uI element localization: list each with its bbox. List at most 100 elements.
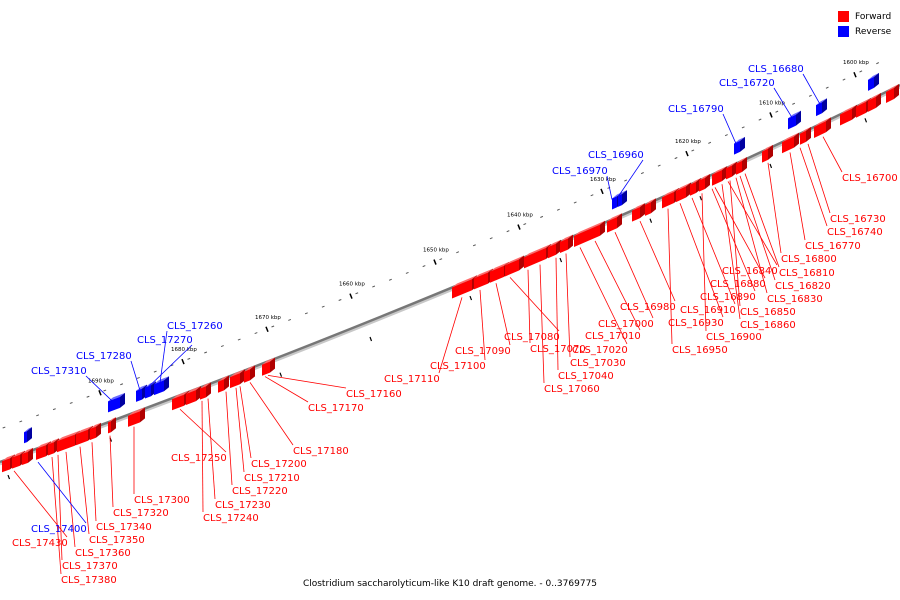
forward-gene-label[interactable]: CLS_17020 — [572, 247, 628, 356]
forward-gene[interactable] — [262, 357, 275, 376]
reverse-gene-label[interactable]: CLS_16960 — [588, 150, 644, 198]
forward-gene-label[interactable]: CLS_17380 — [51, 457, 117, 586]
forward-gene-label[interactable]: CLS_17110 — [384, 297, 463, 385]
reverse-gene[interactable] — [24, 427, 32, 444]
forward-gene-label[interactable]: CLS_17300 — [133, 426, 190, 506]
forward-gene-label[interactable]: CLS_17060 — [539, 264, 600, 395]
forward-gene-label[interactable]: CLS_17160 — [267, 374, 402, 400]
reverse-gene[interactable] — [618, 190, 627, 207]
forward-gene[interactable] — [726, 161, 737, 180]
forward-gene-label[interactable]: CLS_16950 — [667, 208, 728, 356]
forward-gene[interactable] — [200, 382, 211, 400]
forward-gene[interactable] — [452, 275, 477, 299]
forward-gene[interactable] — [244, 365, 255, 383]
forward-gene[interactable] — [2, 454, 15, 473]
forward-gene[interactable] — [886, 83, 899, 103]
reverse-gene-label[interactable]: CLS_16720 — [719, 78, 793, 118]
forward-gene[interactable] — [22, 447, 33, 466]
forward-gene[interactable] — [840, 104, 857, 126]
forward-gene-label[interactable]: CLS_16930 — [668, 203, 724, 329]
forward-gene-label[interactable]: CLS_17240 — [201, 400, 259, 524]
forward-gene-label[interactable]: CLS_17010 — [585, 240, 641, 342]
forward-gene-label[interactable]: CLS_17230 — [207, 398, 271, 511]
forward-gene[interactable] — [645, 198, 656, 216]
forward-gene-label[interactable]: CLS_16880 — [710, 187, 766, 290]
forward-gene-label[interactable]: CLS_17360 — [65, 451, 131, 559]
forward-gene[interactable] — [108, 417, 116, 434]
forward-gene-label[interactable]: CLS_17220 — [225, 391, 288, 497]
forward-gene[interactable] — [186, 386, 201, 405]
forward-gene[interactable] — [814, 117, 831, 139]
forward-gene-label[interactable]: CLS_16890 — [700, 188, 756, 303]
reverse-gene-label[interactable]: CLS_17400 — [31, 461, 87, 535]
forward-gene-label[interactable]: CLS_17340 — [91, 442, 152, 533]
forward-gene[interactable] — [560, 234, 573, 254]
forward-gene-label[interactable]: CLS_16730 — [807, 143, 886, 225]
reverse-gene-label[interactable]: CLS_16790 — [668, 104, 737, 144]
forward-gene-label[interactable]: CLS_17040 — [555, 257, 614, 382]
forward-gene[interactable] — [699, 173, 710, 192]
reverse-gene-label[interactable]: CLS_16680 — [748, 64, 821, 105]
forward-gene-label[interactable]: CLS_17200 — [239, 386, 307, 470]
forward-gene[interactable] — [676, 182, 691, 203]
forward-gene[interactable] — [218, 375, 229, 393]
forward-gene-label[interactable]: CLS_17100 — [430, 289, 486, 372]
forward-gene-label[interactable]: CLS_16770 — [789, 152, 861, 252]
forward-gene[interactable] — [524, 244, 551, 269]
forward-gene[interactable] — [782, 132, 799, 154]
forward-gene-label[interactable]: CLS_16740 — [799, 147, 883, 238]
forward-gene[interactable] — [128, 407, 145, 427]
forward-gene-label[interactable]: CLS_16830 — [735, 177, 823, 305]
forward-gene-label[interactable]: CLS_16980 — [620, 220, 676, 313]
reverse-gene[interactable] — [154, 376, 169, 396]
forward-gene-label[interactable]: CLS_17320 — [109, 435, 169, 519]
forward-gene-label[interactable]: CLS_17370 — [57, 454, 118, 572]
reverse-gene-label[interactable]: CLS_17280 — [76, 351, 141, 391]
forward-gene-label[interactable]: CLS_17250 — [171, 408, 227, 464]
forward-gene-label[interactable]: CLS_16810 — [744, 173, 835, 279]
label-leader-line — [773, 87, 793, 118]
forward-gene[interactable] — [868, 92, 881, 112]
forward-gene[interactable] — [632, 203, 645, 222]
forward-gene[interactable] — [548, 239, 561, 259]
reverse-gene-label[interactable]: CLS_16970 — [552, 166, 613, 200]
forward-gene-label[interactable]: CLS_17210 — [235, 387, 300, 484]
forward-gene-label[interactable]: CLS_17080 — [504, 277, 560, 343]
forward-gene-label[interactable]: CLS_16900 — [701, 193, 762, 343]
forward-gene[interactable] — [762, 144, 773, 163]
forward-gene[interactable] — [800, 126, 811, 145]
forward-gene-label[interactable]: CLS_16820 — [739, 175, 831, 292]
legend-forward: Forward — [838, 9, 900, 24]
forward-gene[interactable] — [712, 166, 727, 186]
forward-gene-label[interactable]: CLS_17170 — [264, 376, 364, 414]
lower-mark — [864, 118, 868, 123]
forward-gene-label[interactable]: CLS_16800 — [767, 162, 837, 265]
forward-gene-label[interactable]: CLS_16860 — [721, 184, 796, 331]
scale-minor-tick — [422, 265, 426, 268]
reverse-gene[interactable] — [734, 136, 745, 155]
gene-label-text: CLS_16860 — [740, 320, 796, 331]
forward-gene-label[interactable]: CLS_17430 — [12, 470, 68, 549]
forward-gene[interactable] — [607, 213, 622, 233]
reverse-gene[interactable] — [108, 392, 125, 413]
forward-gene[interactable] — [505, 255, 524, 277]
forward-gene-label[interactable]: CLS_17090 — [455, 283, 511, 357]
forward-gene-label[interactable]: CLS_16700 — [822, 136, 898, 184]
forward-gene[interactable] — [736, 156, 747, 175]
reverse-gene-label[interactable]: CLS_17270 — [137, 335, 193, 388]
forward-gene-label[interactable]: CLS_17030 — [565, 253, 626, 369]
forward-gene-label[interactable]: CLS_17000 — [598, 232, 654, 330]
reverse-gene[interactable] — [816, 98, 827, 117]
forward-gene-label[interactable]: CLS_16910 — [680, 197, 736, 316]
scale-minor-tick — [825, 86, 829, 89]
forward-gene-label[interactable]: CLS_17180 — [249, 382, 349, 457]
forward-gene-label[interactable]: CLS_16840 — [722, 181, 778, 277]
reverse-gene[interactable] — [868, 72, 879, 91]
reverse-gene-label[interactable]: CLS_17310 — [31, 366, 113, 402]
forward-gene[interactable] — [230, 369, 245, 389]
forward-gene[interactable] — [90, 422, 101, 441]
forward-gene-label[interactable]: CLS_17350 — [79, 446, 145, 546]
forward-gene-label[interactable]: CLS_17070 — [527, 269, 586, 355]
scale-tick-label: 1650 kbp — [423, 248, 449, 254]
forward-gene[interactable] — [574, 220, 605, 248]
